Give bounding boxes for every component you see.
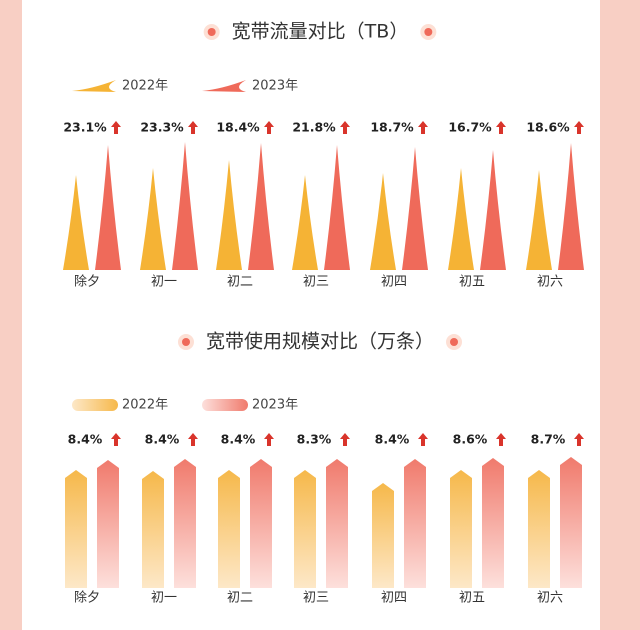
x-tick-label: 初五 [459, 591, 485, 606]
bar [142, 471, 164, 588]
growth-label: 8.6% [453, 432, 488, 447]
legend-mark [72, 399, 118, 411]
legend-label: 2022年 [122, 79, 168, 94]
up-arrow [574, 121, 584, 134]
up-arrow [496, 433, 506, 446]
bar [250, 459, 272, 588]
x-tick-label: 初六 [537, 591, 563, 606]
spike [140, 168, 166, 270]
chart-title: 宽带使用规模对比（万条） [206, 331, 434, 353]
growth-label: 18.6% [526, 120, 570, 135]
spike [95, 145, 121, 270]
growth-label: 23.1% [63, 120, 107, 135]
title-icon-dot [207, 28, 216, 36]
side-stripe [0, 0, 22, 630]
growth-label: 8.7% [531, 432, 566, 447]
up-arrow [418, 433, 428, 446]
spike [216, 160, 242, 270]
up-arrow [264, 433, 274, 446]
up-arrow [340, 121, 350, 134]
x-tick-label: 初一 [151, 275, 177, 290]
legend-mark [202, 399, 248, 411]
x-tick-label: 初三 [303, 591, 329, 606]
growth-label: 8.4% [221, 432, 256, 447]
up-arrow [574, 433, 584, 446]
up-arrow [111, 433, 121, 446]
bar [97, 460, 119, 588]
x-tick-label: 初二 [227, 275, 253, 290]
x-tick-label: 初一 [151, 591, 177, 606]
growth-label: 8.4% [68, 432, 103, 447]
title-icon-dot [181, 338, 190, 346]
legend-label: 2023年 [252, 79, 298, 94]
spike [248, 143, 274, 270]
x-tick-label: 初四 [381, 275, 407, 290]
spike [526, 170, 552, 270]
bar [372, 483, 394, 588]
growth-label: 21.8% [292, 120, 336, 135]
growth-label: 23.3% [140, 120, 184, 135]
up-arrow [188, 433, 198, 446]
growth-label: 18.7% [370, 120, 414, 135]
up-arrow [340, 433, 350, 446]
spike [558, 143, 584, 270]
bar [294, 470, 316, 588]
legend-mark [202, 80, 246, 92]
growth-label: 18.4% [216, 120, 260, 135]
x-tick-label: 除夕 [74, 275, 100, 290]
bar [218, 470, 240, 588]
legend-label: 2023年 [252, 398, 298, 413]
spike [172, 142, 198, 270]
bar [326, 459, 348, 588]
growth-label: 16.7% [448, 120, 492, 135]
x-tick-label: 除夕 [74, 591, 100, 606]
bar [450, 470, 472, 588]
bar [482, 458, 504, 588]
x-tick-label: 初六 [537, 275, 563, 290]
bar [528, 470, 550, 588]
spike [480, 150, 506, 270]
spike [324, 145, 350, 270]
spike [448, 168, 474, 270]
spike [370, 173, 396, 270]
spike [292, 175, 318, 270]
bar [174, 459, 196, 588]
spike [402, 147, 428, 270]
title-icon-dot [450, 338, 459, 346]
up-arrow [188, 121, 198, 134]
spike [63, 175, 89, 270]
legend-label: 2022年 [122, 398, 168, 413]
up-arrow [418, 121, 428, 134]
chart-title: 宽带流量对比（TB） [232, 21, 409, 43]
growth-label: 8.3% [297, 432, 332, 447]
up-arrow [496, 121, 506, 134]
x-tick-label: 初五 [459, 275, 485, 290]
side-stripe [600, 0, 640, 630]
up-arrow [111, 121, 121, 134]
growth-label: 8.4% [145, 432, 180, 447]
bar [560, 457, 582, 588]
up-arrow [264, 121, 274, 134]
x-tick-label: 初三 [303, 275, 329, 290]
bar [404, 459, 426, 588]
legend-mark [72, 80, 116, 92]
x-tick-label: 初四 [381, 591, 407, 606]
bar [65, 470, 87, 588]
x-tick-label: 初二 [227, 591, 253, 606]
growth-label: 8.4% [375, 432, 410, 447]
title-icon-dot [424, 28, 433, 36]
